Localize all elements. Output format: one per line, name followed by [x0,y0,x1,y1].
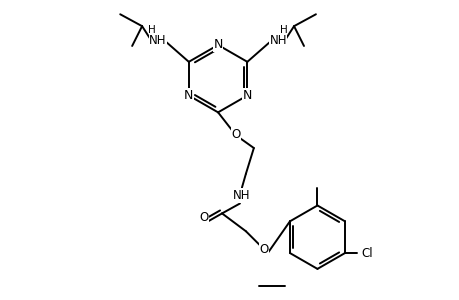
Text: Cl: Cl [360,247,372,260]
Text: H: H [148,25,156,35]
Text: O: O [258,243,268,256]
Text: N: N [242,89,252,102]
Text: H: H [280,25,287,35]
Text: NH: NH [233,189,250,202]
Text: O: O [231,128,240,141]
Text: NH: NH [269,34,286,46]
Text: N: N [213,38,222,52]
Text: NH: NH [149,34,166,46]
Text: O: O [199,211,208,224]
Text: N: N [184,89,193,102]
